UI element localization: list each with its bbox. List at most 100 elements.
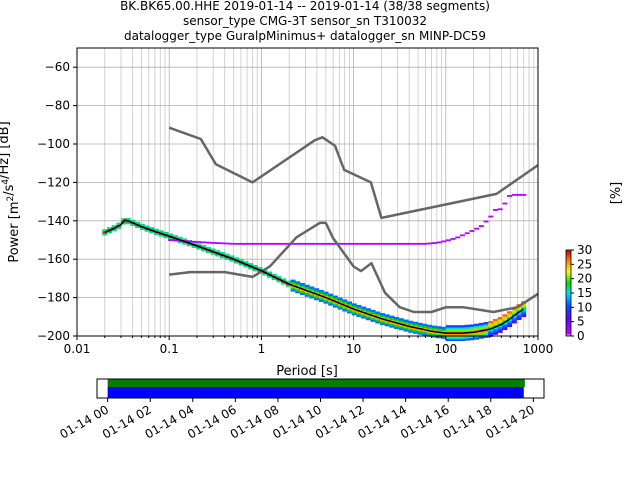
psd-cell	[483, 322, 489, 325]
psd-cell	[464, 326, 470, 330]
psd-cell	[370, 311, 376, 315]
psd-cell	[281, 278, 287, 281]
psd-cell	[427, 326, 433, 330]
psd-cell	[502, 314, 508, 317]
psd-cell	[186, 240, 192, 243]
psd-cell	[262, 242, 268, 245]
psd-cell	[332, 242, 338, 245]
psd-cell	[375, 315, 381, 318]
psd-cell	[158, 230, 164, 233]
psd-cell	[436, 241, 442, 244]
colorbar-segment	[566, 288, 571, 292]
psd-cell	[168, 239, 174, 242]
psd-cell	[474, 333, 480, 336]
psd-cell	[267, 275, 273, 278]
psd-cell	[502, 202, 508, 205]
psd-cell	[351, 303, 357, 306]
psd-cell	[332, 303, 338, 306]
psd-cell	[403, 329, 409, 332]
psd-cell	[243, 242, 249, 245]
psd-cell	[356, 308, 362, 312]
psd-cell	[478, 332, 484, 335]
psd-cell	[516, 315, 522, 319]
colorbar-tick-label: 0	[577, 329, 585, 343]
psd-cell	[365, 310, 371, 313]
psd-cell	[342, 299, 348, 302]
psd-cell	[337, 242, 343, 245]
y-tick-label: −200	[37, 329, 70, 343]
psd-cell	[342, 303, 348, 306]
psd-cell	[431, 329, 437, 332]
psd-cell	[361, 312, 367, 315]
psd-cell	[238, 242, 244, 245]
psd-cell	[478, 225, 484, 227]
psd-cell	[177, 236, 183, 240]
psd-cell	[474, 329, 480, 332]
psd-cell	[342, 307, 348, 310]
psd-cell	[460, 330, 466, 334]
psd-cell	[102, 233, 108, 236]
psd-cell	[281, 242, 287, 245]
psd-cell	[431, 242, 437, 244]
psd-cell	[450, 336, 456, 340]
plot-frame	[76, 47, 539, 337]
psd-cell	[474, 323, 480, 327]
psd-cell	[469, 330, 475, 333]
x-tick-label: 1	[258, 342, 266, 356]
psd-cell	[507, 316, 513, 320]
colorbar-segment	[566, 295, 571, 298]
psd-cell	[441, 330, 447, 334]
psd-cell	[234, 261, 240, 264]
psd-cell	[342, 301, 348, 304]
low-noise-model-line	[169, 221, 539, 314]
psd-cell	[285, 242, 291, 245]
psd-cell	[450, 332, 456, 336]
psd-cell	[460, 332, 466, 336]
psd-cell	[257, 267, 263, 270]
colorbar-tick-label: 30	[577, 243, 592, 257]
psd-cell	[309, 286, 315, 289]
psd-cell	[347, 305, 353, 308]
psd-cell	[417, 332, 423, 335]
psd-cell	[361, 316, 367, 319]
psd-cell	[478, 322, 484, 326]
colorbar-segment	[566, 312, 571, 315]
psd-cell	[488, 328, 494, 332]
psd-cell	[356, 314, 362, 317]
psd-cell	[460, 327, 466, 330]
psd-cell	[347, 307, 353, 310]
y-tick-label: −100	[37, 137, 70, 151]
psd-cell	[295, 242, 301, 245]
psd-cell	[365, 315, 371, 319]
psd-cell	[295, 283, 301, 286]
psd-cell	[516, 309, 522, 313]
colorbar-segment	[566, 327, 571, 330]
psd-cell	[314, 295, 320, 299]
psd-cell	[290, 242, 296, 245]
psd-cell	[422, 327, 428, 331]
psd-cell	[347, 242, 353, 245]
psd-cell	[469, 333, 475, 337]
psd-cell	[488, 322, 494, 326]
psd-cell	[389, 315, 395, 319]
psd-cell	[436, 335, 442, 339]
psd-cell	[102, 229, 108, 232]
psd-cell	[210, 252, 216, 255]
psd-cell	[389, 321, 395, 324]
psd-cell	[116, 222, 122, 226]
psd-cell	[507, 324, 513, 328]
colorbar-segment	[566, 331, 571, 335]
psd-cell	[398, 242, 404, 245]
colorbar-tick-label: 5	[577, 315, 585, 329]
psd-cell	[469, 324, 475, 327]
x-tick-label: 10	[346, 342, 361, 356]
psd-cell	[285, 284, 291, 287]
psd-cell	[356, 312, 362, 316]
psd-cell	[215, 250, 221, 253]
psd-cell	[450, 338, 456, 342]
psd-cell	[154, 228, 160, 232]
psd-cell	[497, 330, 503, 333]
psd-cell	[323, 242, 329, 245]
psd-cell	[507, 195, 513, 197]
